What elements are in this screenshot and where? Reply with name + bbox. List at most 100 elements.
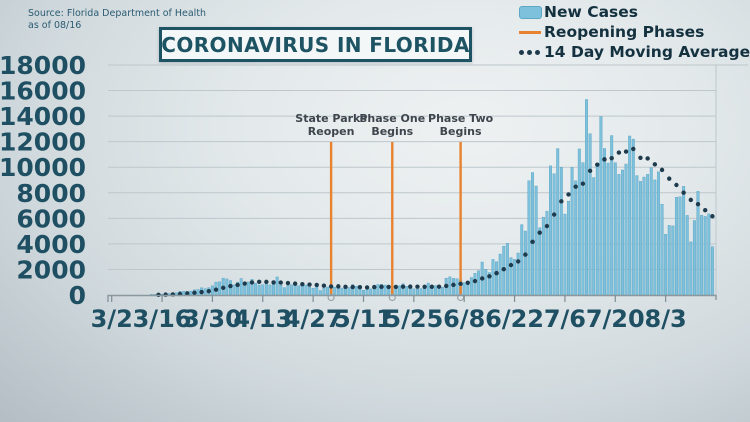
bar xyxy=(624,163,628,296)
phase-line-base-marker xyxy=(327,293,335,302)
moving-average-dot xyxy=(393,284,399,290)
bar xyxy=(383,284,387,296)
moving-average-dot xyxy=(487,274,492,279)
bar xyxy=(689,241,693,296)
bar xyxy=(340,287,344,296)
moving-average-dot xyxy=(400,284,406,289)
moving-average-dot xyxy=(616,150,622,155)
chart-title-text: CORONAVIRUS IN FLORIDA xyxy=(161,32,470,57)
bar xyxy=(462,282,466,296)
moving-average-dot xyxy=(185,291,190,296)
x-axis-label: 6/22 xyxy=(485,305,544,333)
bar xyxy=(574,180,578,296)
bar xyxy=(498,253,502,296)
x-axis-label: 5/25 xyxy=(384,305,443,333)
moving-average-dot xyxy=(537,230,542,235)
moving-average-dot xyxy=(638,155,643,161)
moving-average-dot xyxy=(321,283,327,288)
bar xyxy=(671,225,675,296)
bar xyxy=(696,191,700,296)
bar xyxy=(549,165,552,296)
phase-annotation: Phase Two Begins xyxy=(428,112,494,138)
bar xyxy=(455,278,459,296)
source-line-1: Source: Florida Department of Health xyxy=(28,8,207,19)
bar xyxy=(412,288,416,296)
bar xyxy=(469,277,473,296)
bar xyxy=(678,196,682,296)
x-axis-label: 5/11 xyxy=(334,305,393,333)
x-axis-line xyxy=(107,294,717,302)
moving-average-dot xyxy=(667,176,672,181)
bar xyxy=(308,286,311,296)
bar xyxy=(473,273,477,296)
bar xyxy=(333,286,337,296)
bar xyxy=(311,287,315,296)
legend-item-reopening-phases: Reopening Phases xyxy=(519,22,750,42)
y-axis-label: 18000 xyxy=(0,51,86,80)
moving-average-dot xyxy=(285,280,291,286)
bar xyxy=(290,284,293,296)
bar xyxy=(617,174,621,296)
moving-average-dot xyxy=(379,284,384,290)
moving-average-dot xyxy=(645,156,650,161)
moving-average-swatch-icon xyxy=(519,49,540,55)
moving-average-dot xyxy=(264,279,269,285)
bar xyxy=(426,282,430,296)
moving-average-dot xyxy=(587,168,593,174)
y-axis-label: 0 xyxy=(69,281,86,310)
moving-average-dot xyxy=(595,162,600,167)
moving-average-dot xyxy=(429,284,435,289)
bar xyxy=(232,284,236,296)
moving-average-dot xyxy=(199,289,204,295)
moving-average-dot xyxy=(350,284,355,290)
bar xyxy=(347,287,351,296)
bar xyxy=(369,288,373,296)
bar xyxy=(354,286,358,296)
moving-average-dot xyxy=(314,282,319,288)
moving-average-dot xyxy=(652,162,658,167)
moving-average-dot xyxy=(451,282,456,288)
y-axis-label: 16000 xyxy=(0,77,86,106)
source-note: Source: Florida Department of Health as … xyxy=(28,8,206,31)
bar xyxy=(275,276,279,296)
bar xyxy=(254,282,258,296)
moving-average-dot xyxy=(307,282,312,287)
bar xyxy=(491,259,495,296)
bar xyxy=(570,167,574,296)
y-axis-label: 12000 xyxy=(0,128,86,157)
bar xyxy=(685,215,689,296)
moving-average-dot xyxy=(235,282,240,288)
moving-average-dot xyxy=(602,157,607,162)
bar xyxy=(639,181,642,296)
source-line-2: as of 08/16 xyxy=(28,19,82,31)
bar xyxy=(656,171,660,296)
bar xyxy=(376,284,380,296)
bar xyxy=(318,290,322,296)
bar xyxy=(326,286,329,296)
bar xyxy=(527,180,531,296)
bar xyxy=(700,215,704,296)
bar xyxy=(545,210,549,296)
legend-item-moving-average: 14 Day Moving Average xyxy=(519,42,750,62)
bar xyxy=(635,175,639,296)
x-axis-label: 7/6 xyxy=(544,305,586,333)
moving-average-dot xyxy=(415,284,420,289)
legend-label: Reopening Phases xyxy=(544,23,705,41)
phase-annotation: State Parks Reopen xyxy=(295,112,367,138)
moving-average-dot xyxy=(623,149,629,154)
new-cases-swatch-icon xyxy=(519,5,542,19)
x-axis-label: 4/27 xyxy=(284,305,343,333)
bar xyxy=(315,285,319,296)
moving-average-dot xyxy=(631,146,636,152)
legend-label: 14 Day Moving Average xyxy=(544,43,750,61)
bar xyxy=(531,172,534,296)
moving-average-dot xyxy=(228,283,233,289)
bar xyxy=(261,284,265,296)
phase-line-base-marker xyxy=(388,293,396,302)
bar xyxy=(646,174,650,296)
bar xyxy=(520,224,524,296)
moving-average-dot xyxy=(436,284,442,289)
bar xyxy=(595,164,599,296)
bar xyxy=(189,290,193,296)
bar xyxy=(362,290,365,296)
